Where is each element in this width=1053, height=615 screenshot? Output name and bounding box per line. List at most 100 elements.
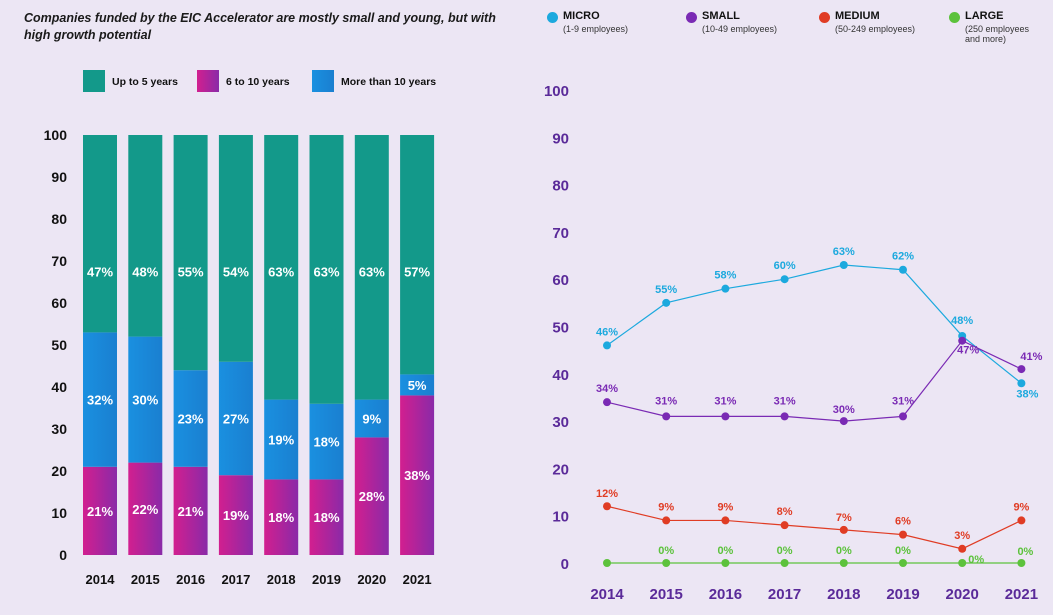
line-point-medium xyxy=(780,521,789,530)
line-point-large xyxy=(721,559,730,567)
line-data-label: 34% xyxy=(596,383,618,395)
legend-dot-icon xyxy=(949,12,960,23)
line-data-label: 12% xyxy=(596,488,618,500)
line-x-tick-label: 2015 xyxy=(650,586,683,603)
line-data-label: 31% xyxy=(714,395,736,407)
line-data-label: 62% xyxy=(892,251,914,263)
line-data-label: 9% xyxy=(658,501,674,513)
line-series-micro xyxy=(606,264,1022,384)
line-data-label: 0% xyxy=(1017,546,1033,558)
line-x-tick-label: 2018 xyxy=(827,586,860,603)
bar-segment xyxy=(400,395,435,555)
line-point-medium xyxy=(721,516,730,525)
bar-x-tick-label: 2017 xyxy=(221,572,250,587)
bar-data-label: 19% xyxy=(268,433,294,448)
bar-data-label: 57% xyxy=(404,265,430,280)
line-point-small xyxy=(603,398,611,407)
bar-segment xyxy=(264,479,299,555)
line-data-label: 0% xyxy=(717,545,733,557)
bar-y-tick-label: 0 xyxy=(59,547,67,563)
line-x-tick-label: 2021 xyxy=(1005,586,1038,603)
bar-data-label: 32% xyxy=(87,393,113,408)
line-point-micro xyxy=(1017,379,1026,388)
line-point-medium xyxy=(662,516,671,525)
line-x-tick-label: 2014 xyxy=(590,586,624,603)
line-y-tick-label: 60 xyxy=(552,272,569,289)
line-legend-sub: (10-49 employees) xyxy=(702,24,778,34)
bar-data-label: 23% xyxy=(178,412,204,427)
bar-y-tick-label: 20 xyxy=(51,463,67,479)
line-point-small xyxy=(780,412,789,421)
bar-legend-swatch xyxy=(197,70,219,92)
bar-segment xyxy=(218,361,253,476)
line-data-label: 38% xyxy=(1016,388,1038,400)
legend-dot-icon xyxy=(819,12,830,23)
bar-data-label: 9% xyxy=(362,412,381,427)
line-y-tick-label: 100 xyxy=(544,83,569,100)
legend-dot-icon xyxy=(547,12,558,23)
bar-segment xyxy=(354,437,389,555)
bar-data-label: 27% xyxy=(223,412,249,427)
line-y-tick-label: 30 xyxy=(552,414,569,431)
bar-x-tick-label: 2016 xyxy=(176,572,205,587)
bar-x-tick-label: 2014 xyxy=(86,572,116,587)
line-y-tick-label: 80 xyxy=(552,178,569,195)
line-point-medium xyxy=(839,525,848,534)
bar-segment xyxy=(400,374,435,396)
bar-y-tick-label: 50 xyxy=(51,337,67,353)
line-data-label: 9% xyxy=(1013,501,1029,513)
line-point-small xyxy=(721,412,730,421)
bar-segment xyxy=(128,462,163,555)
line-point-large xyxy=(899,559,907,567)
line-x-tick-label: 2016 xyxy=(709,586,742,603)
bar-x-tick-label: 2015 xyxy=(131,572,160,587)
line-data-label: 8% xyxy=(777,506,793,518)
line-y-tick-label: 0 xyxy=(561,556,569,573)
bar-x-tick-label: 2021 xyxy=(403,572,432,587)
bar-segment xyxy=(400,135,435,375)
line-data-label: 58% xyxy=(714,270,736,282)
line-point-small xyxy=(839,417,848,426)
bar-y-tick-label: 90 xyxy=(51,169,67,185)
bar-segment xyxy=(309,135,344,404)
line-series-small xyxy=(606,339,1022,422)
bar-x-tick-label: 2019 xyxy=(312,572,341,587)
line-point-micro xyxy=(662,298,671,307)
bar-y-tick-label: 30 xyxy=(51,421,67,437)
bar-data-label: 63% xyxy=(313,265,339,280)
line-legend-name: SMALL xyxy=(702,10,740,22)
line-y-tick-label: 50 xyxy=(552,320,569,337)
line-point-micro xyxy=(721,284,730,293)
line-point-micro xyxy=(603,341,611,350)
line-data-label: 0% xyxy=(777,545,793,557)
bar-data-label: 47% xyxy=(87,265,113,280)
line-data-label: 3% xyxy=(954,530,970,542)
line-point-medium xyxy=(899,530,907,539)
line-legend-name: MEDIUM xyxy=(835,10,880,22)
line-data-label: 55% xyxy=(655,284,677,296)
line-y-tick-label: 20 xyxy=(552,461,569,478)
bar-segment xyxy=(83,332,117,467)
line-data-label: 41% xyxy=(1020,351,1042,363)
line-legend-sub: (50-249 employees) xyxy=(835,24,916,34)
bar-data-label: 18% xyxy=(313,435,339,450)
line-point-micro xyxy=(839,261,848,270)
line-data-label: 46% xyxy=(596,326,618,338)
bar-data-label: 28% xyxy=(359,489,385,504)
bar-segment xyxy=(354,135,389,400)
line-x-tick-label: 2020 xyxy=(946,586,979,603)
line-data-label: 0% xyxy=(895,545,911,557)
bar-segment xyxy=(218,135,253,362)
line-y-tick-label: 90 xyxy=(552,130,569,147)
line-point-medium xyxy=(1017,516,1026,525)
bar-segment xyxy=(354,399,389,438)
line-point-large xyxy=(662,559,671,567)
bar-data-label: 30% xyxy=(132,393,158,408)
line-data-label: 30% xyxy=(833,404,855,416)
line-point-medium xyxy=(603,502,611,511)
line-data-label: 0% xyxy=(658,545,674,557)
bar-legend-label: 6 to 10 years xyxy=(226,76,290,88)
bar-segment xyxy=(83,466,117,555)
line-data-label: 6% xyxy=(895,516,911,528)
line-data-label: 31% xyxy=(774,395,796,407)
